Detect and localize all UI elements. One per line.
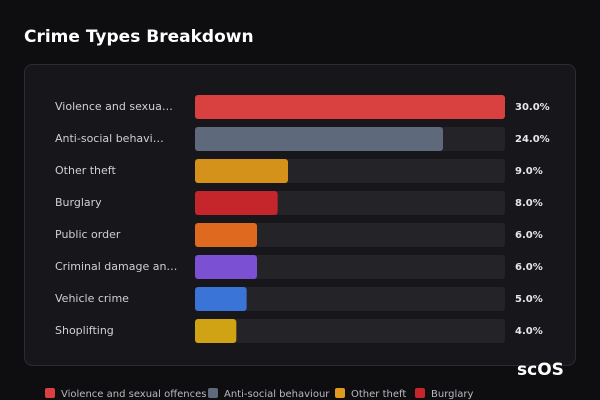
bar xyxy=(195,95,505,119)
value-label: 30.0% xyxy=(515,102,550,113)
value-label: 8.0% xyxy=(515,198,543,209)
category-label: Criminal damage an… xyxy=(55,260,177,273)
legend-swatch xyxy=(415,388,425,398)
bar xyxy=(195,127,443,151)
bar-track xyxy=(195,319,505,343)
value-label: 24.0% xyxy=(515,134,550,145)
chart-title: Crime Types Breakdown xyxy=(24,27,254,47)
legend-swatch xyxy=(208,388,218,398)
bar xyxy=(195,159,288,183)
bar xyxy=(195,191,278,215)
bar-track xyxy=(195,287,505,311)
bar xyxy=(195,255,257,279)
bar-track xyxy=(195,223,505,247)
legend-label: Other theft xyxy=(351,389,406,400)
legend-label: Anti-social behaviour xyxy=(224,389,330,400)
legend-swatch xyxy=(335,388,345,398)
bar xyxy=(195,287,247,311)
bar xyxy=(195,319,237,343)
category-label: Anti-social behavi… xyxy=(55,132,164,145)
value-label: 5.0% xyxy=(515,294,543,305)
category-label: Burglary xyxy=(55,196,102,209)
category-label: Violence and sexua… xyxy=(55,100,173,113)
bar-track xyxy=(195,255,505,279)
value-label: 6.0% xyxy=(515,230,543,241)
value-label: 4.0% xyxy=(515,326,543,337)
category-label: Vehicle crime xyxy=(55,292,129,305)
category-label: Other theft xyxy=(55,164,116,177)
legend-swatch xyxy=(45,388,55,398)
bar xyxy=(195,223,257,247)
value-label: 6.0% xyxy=(515,262,543,273)
legend-label: Violence and sexual offences xyxy=(61,389,207,400)
category-label: Public order xyxy=(55,228,121,241)
legend-label: Burglary xyxy=(431,389,473,400)
watermark: scOS xyxy=(517,360,564,380)
category-label: Shoplifting xyxy=(55,324,114,337)
value-label: 9.0% xyxy=(515,166,543,177)
